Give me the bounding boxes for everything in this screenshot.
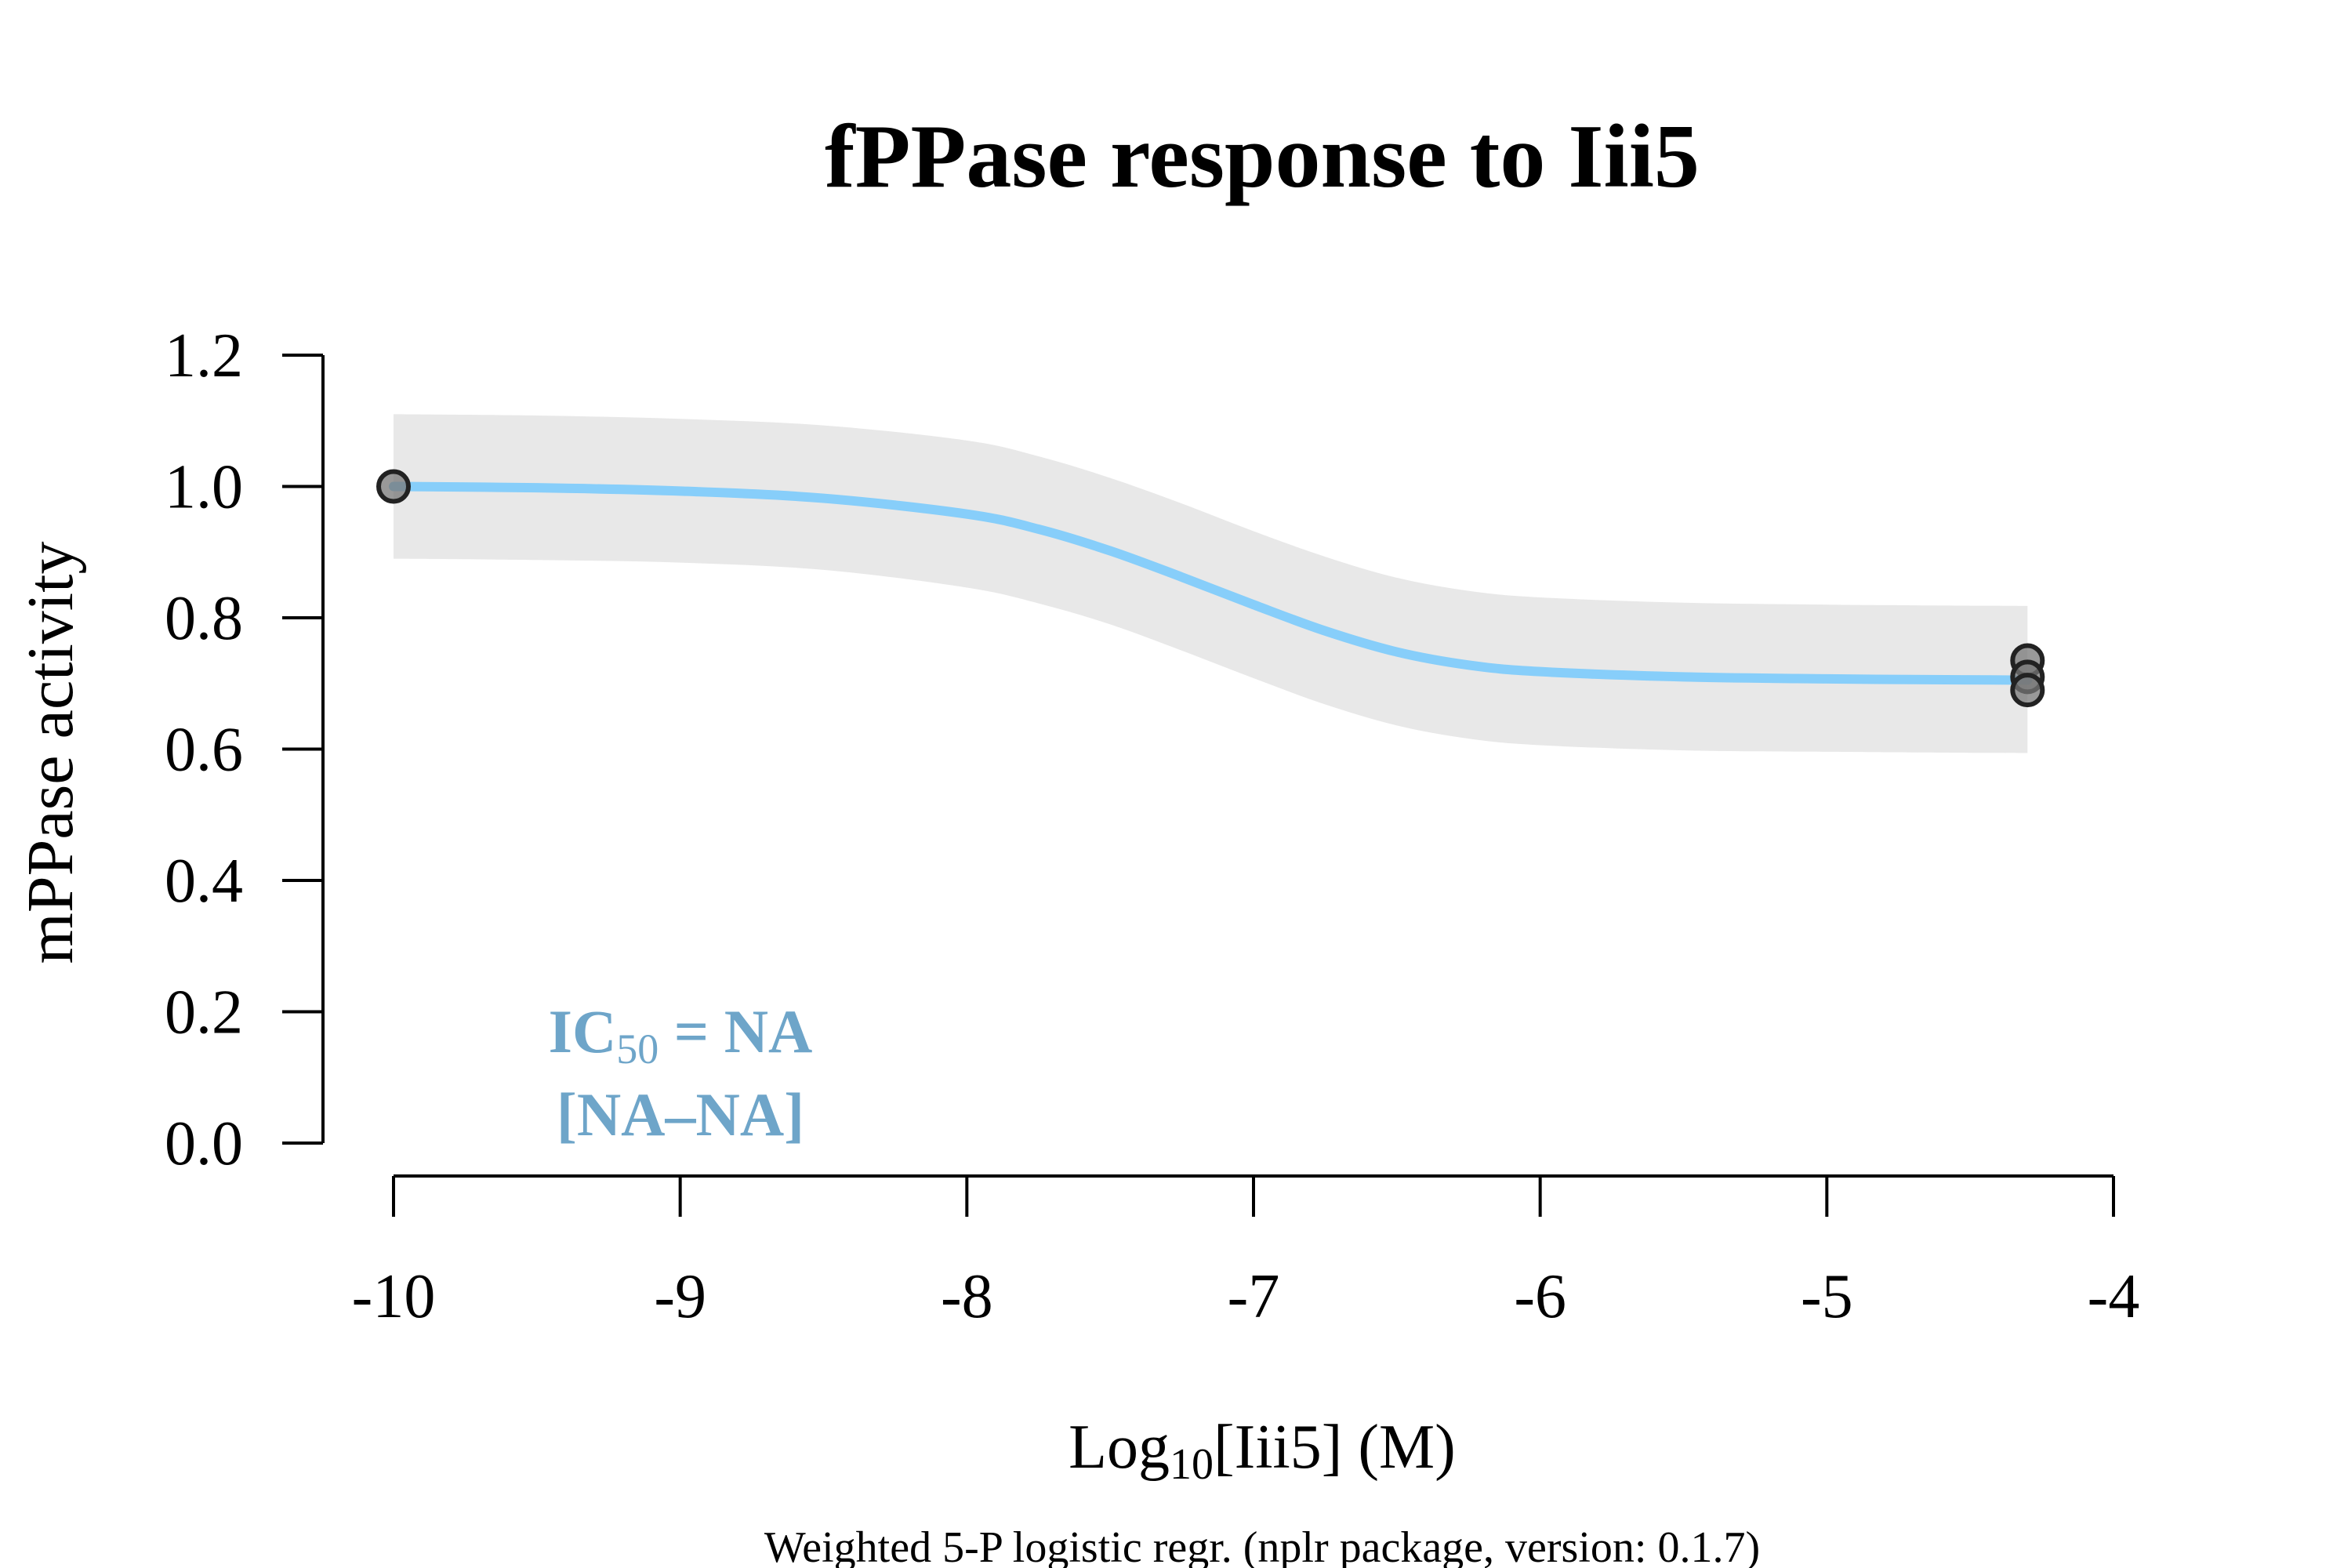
y-tick-label: 0.6 [165, 716, 243, 785]
ic50-label: IC50 = NA [549, 997, 813, 1073]
x-tick-label: -4 [2088, 1262, 2140, 1331]
y-tick-label: 0.0 [165, 1109, 243, 1178]
y-tick-label: 0.4 [165, 847, 243, 916]
ic50-value: = NA [659, 997, 812, 1065]
fit-curve [389, 481, 2033, 685]
y-tick-label: 1.0 [165, 453, 243, 522]
x-axis-label: Log10[Iii5] (M) [1069, 1413, 1456, 1489]
ic50-annotation: IC50 = NA [NA–NA] [549, 997, 813, 1149]
y-tick-label: 1.2 [165, 321, 243, 390]
y-tick-label: 0.2 [165, 978, 243, 1047]
plot-area [376, 414, 2045, 753]
x-axis-label-rest: [Iii5] (M) [1214, 1413, 1456, 1482]
x-ticks: -10 -9 -8 -7 -6 -5 -4 [352, 1176, 2140, 1331]
x-axis-label-subscript: 10 [1170, 1440, 1214, 1489]
x-tick-label: -8 [941, 1262, 993, 1331]
x-tick-label: -9 [654, 1262, 706, 1331]
x-tick-label: -7 [1228, 1262, 1280, 1331]
ic50-confidence-interval: [NA–NA] [557, 1080, 804, 1149]
y-ticks: 0.0 0.2 0.4 0.6 0.8 1.0 1.2 [165, 321, 323, 1178]
x-tick-label: -5 [1801, 1262, 1853, 1331]
y-tick-label: 0.8 [165, 584, 243, 653]
ic50-label-main: IC [549, 997, 617, 1065]
data-point [376, 469, 411, 504]
x-axis-label-main: Log [1069, 1413, 1170, 1482]
ic50-label-subscript: 50 [616, 1025, 659, 1073]
data-points [376, 469, 2045, 708]
x-tick-label: -6 [1514, 1262, 1566, 1331]
x-axis: -10 -9 -8 -7 -6 -5 -4 [352, 1174, 2140, 1331]
data-point [2010, 673, 2045, 708]
chart-title: fPPase response to Iii5 [825, 107, 1700, 207]
footnote: Weighted 5-P logistic regr. (nplr packag… [764, 1523, 1760, 1568]
x-tick-label: -10 [352, 1262, 436, 1331]
y-axis-label: mPPase activity [14, 542, 87, 964]
y-axis: 0.0 0.2 0.4 0.6 0.8 1.0 1.2 [165, 321, 325, 1178]
